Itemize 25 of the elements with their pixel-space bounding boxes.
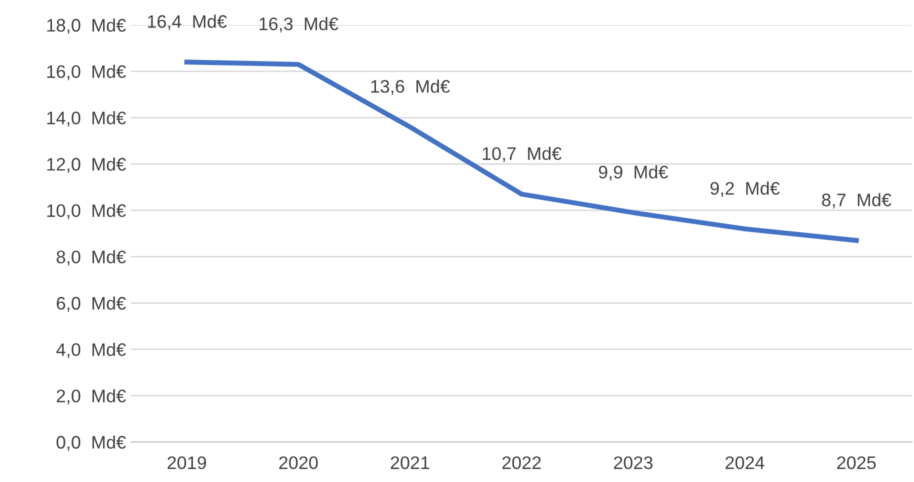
data-label: 13,6 Md€ — [371, 80, 450, 95]
y-tick-label: 10,0 Md€ — [47, 204, 126, 220]
x-tick-label: 2025 — [837, 456, 876, 470]
x-tick-label: 2019 — [168, 456, 206, 470]
y-tick-label: 12,0 Md€ — [47, 157, 126, 173]
y-tick-label: 14,0 Md€ — [47, 111, 126, 127]
line-series — [184, 60, 859, 243]
y-tick-label: 4,0 Md€ — [56, 342, 126, 358]
data-label: 16,4 Md€ — [148, 14, 227, 30]
y-tick-label: 0,0 Md€ — [56, 435, 126, 451]
y-tick-label: 16,0 Md€ — [47, 64, 126, 80]
x-tick-label: 2020 — [279, 456, 318, 470]
y-tick-label: 8,0 Md€ — [56, 250, 126, 266]
data-label: 8,7 Md€ — [822, 193, 892, 208]
data-label: 16,3 Md€ — [260, 16, 338, 32]
x-tick-label: 2024 — [726, 456, 764, 470]
data-label: 10,7 Md€ — [482, 146, 562, 162]
y-tick-label: 6,0 Md€ — [56, 296, 126, 312]
data-label: 9,9 Md€ — [598, 165, 668, 181]
x-tick-label: 2022 — [502, 456, 541, 470]
x-tick-label: 2021 — [390, 456, 430, 470]
data-label: 9,2 Md€ — [710, 181, 780, 197]
y-tick-label: 18,0 Md€ — [47, 18, 126, 34]
x-tick-label: 2023 — [614, 456, 652, 470]
y-tick-label: 2,0 Md€ — [56, 389, 126, 405]
